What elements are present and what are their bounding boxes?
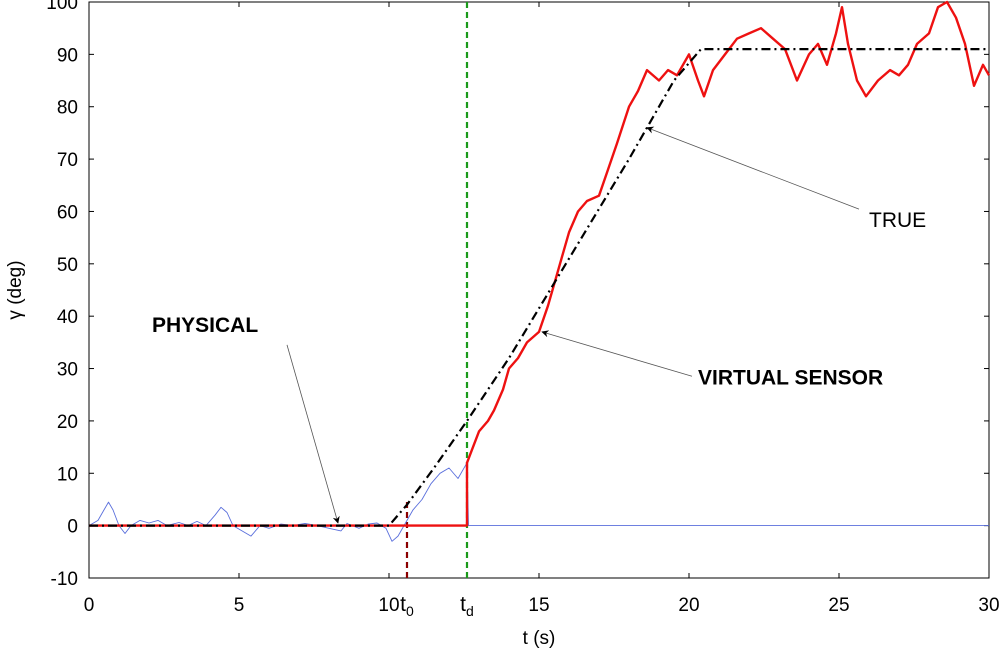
y-tick-label: 70 [57,150,78,171]
y-tick-label: 50 [57,255,78,276]
annotation-label: PHYSICAL [152,314,258,337]
marker-label-sub: 0 [406,603,414,619]
annotations: TRUE VIRTUAL SENSOR PHYSICAL [152,126,926,524]
series-lines [88,0,991,542]
y-tick-label: 100 [46,0,78,14]
annotation-arrow [286,344,340,524]
x-tick-label: 10 [378,595,399,616]
series-line-physical [88,462,989,542]
annotation-arrow [646,126,860,210]
x-tick-label: 25 [828,595,849,616]
series-line-true [89,48,989,527]
x-tick-label: 20 [678,595,699,616]
annotation-label: VIRTUAL SENSOR [698,366,883,389]
y-tick-label: 20 [57,412,78,433]
y-axis-ticks: -10 0 10 20 30 40 50 60 70 80 90 100 [46,0,989,590]
y-tick-label: -10 [51,569,78,590]
x-axis-title: t (s) [523,628,556,649]
annotation-arrow [541,330,693,377]
y-tick-label: 30 [57,360,78,381]
y-tick-label: 0 [67,517,78,538]
x-tick-label: 0 [84,595,95,616]
marker-label-sub: d [466,603,474,619]
marker-label-base: t [400,593,406,616]
marker-label-base: t [460,593,466,616]
y-tick-label: 90 [57,45,78,66]
x-tick-label: 5 [234,595,245,616]
plot-area-frame [88,1,990,579]
y-tick-label: 10 [57,464,78,485]
y-axis-title: γ (deg) [5,260,26,319]
x-tick-label: 15 [528,595,549,616]
vertical-marker-label: td [460,593,474,619]
y-tick-label: 60 [57,202,78,223]
series-line-virtual-sensor [89,0,991,527]
y-tick-label: 40 [57,307,78,328]
x-axis-ticks: 0 5 10 15 20 25 30 [84,2,1000,616]
vertical-marker-label: t0 [400,593,414,619]
annotation-label: TRUE [869,209,926,232]
x-tick-label: 30 [978,595,999,616]
y-tick-label: 80 [57,98,78,119]
